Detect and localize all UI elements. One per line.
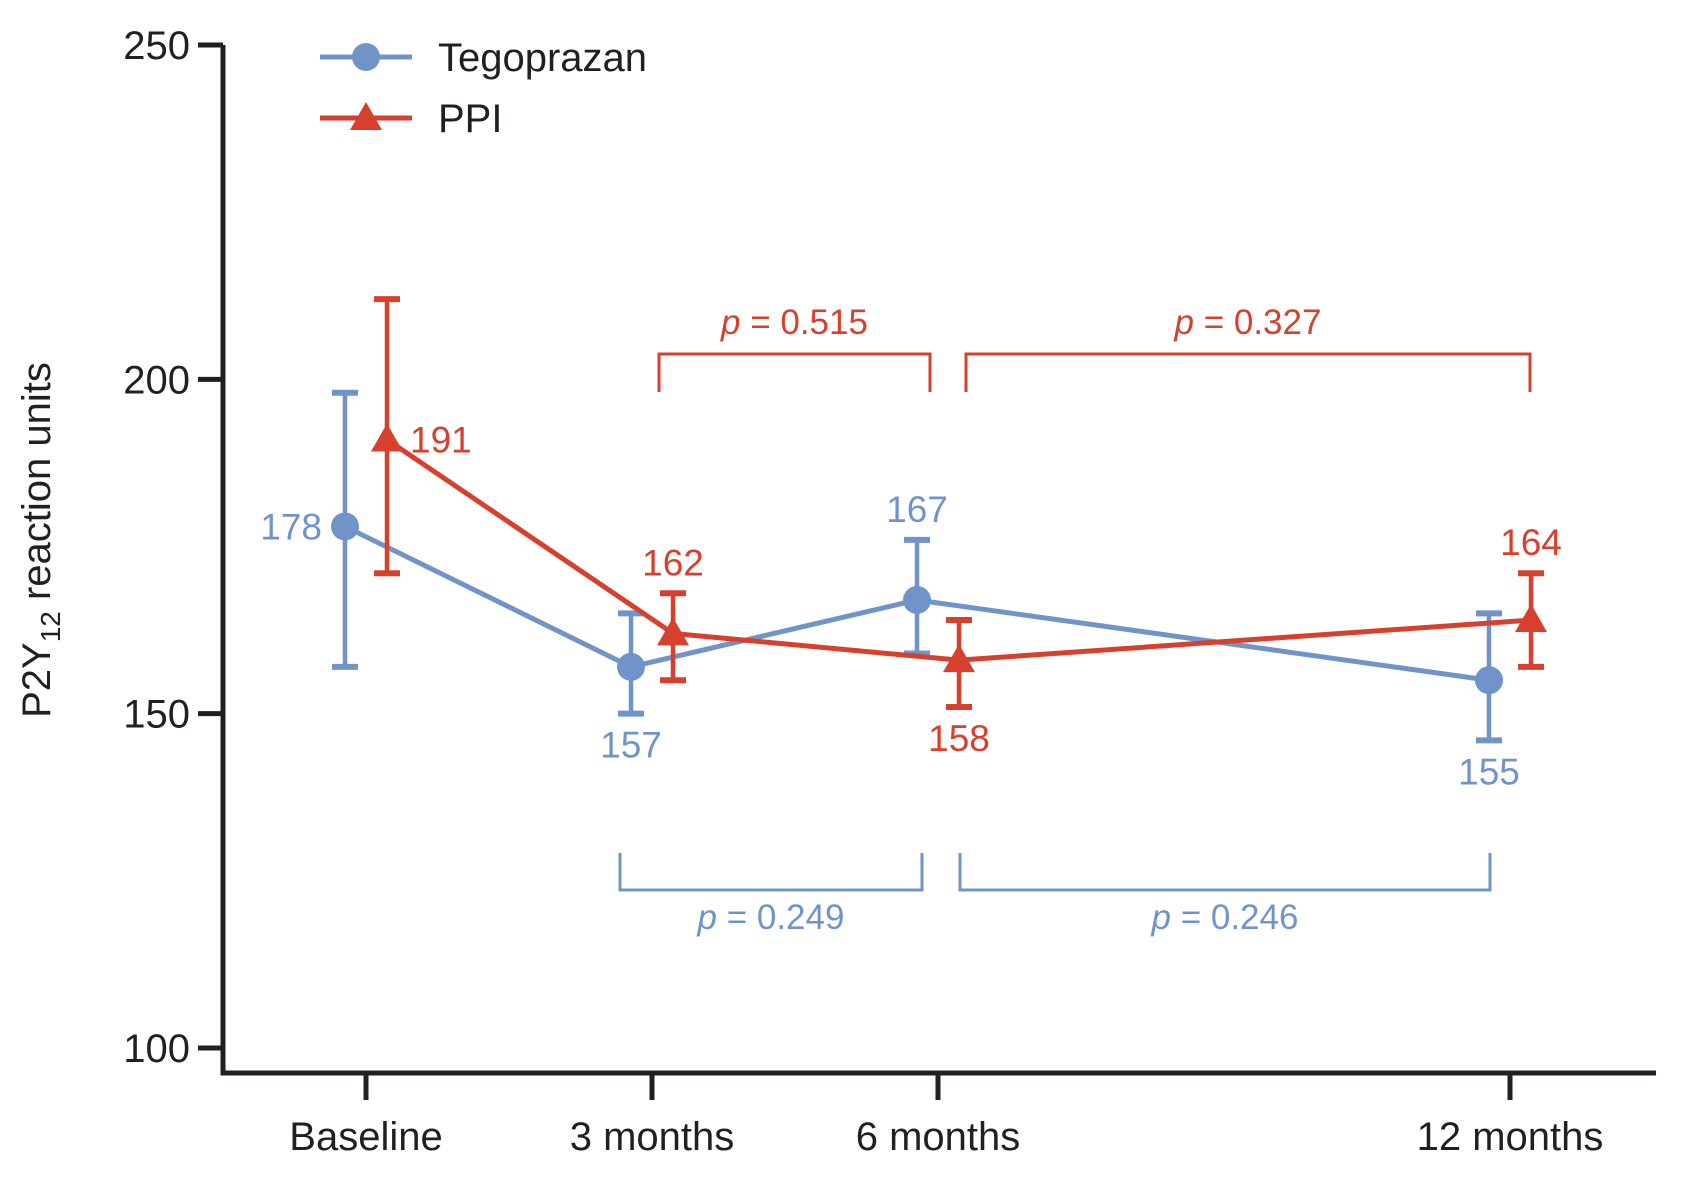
y-tick-label: 200 [123,358,190,402]
data-point-marker-triangle [371,423,403,452]
data-point-label: 191 [410,420,472,461]
data-point-label: 157 [600,725,662,766]
legend-circle-marker-icon [352,43,380,71]
data-point-marker-triangle [943,644,975,673]
bracket [618,853,924,892]
p-value-label: p = 0.249 [697,898,845,937]
legend: Tegoprazan PPI [320,36,647,141]
data-point-marker-circle [617,652,645,681]
data-point-label: 158 [928,718,990,759]
series-line [385,437,1532,663]
legend-label-tegoprazan: Tegoprazan [438,36,647,80]
series-ppi: 191 162 158 164 [371,296,1562,759]
y-tick-label: 250 [123,24,190,68]
legend-triangle-marker-icon [350,102,382,130]
data-point-marker-triangle [657,617,689,646]
x-tick-label: 3 months [570,1115,735,1159]
bracket [958,853,1492,892]
data-point-label: 167 [886,489,948,530]
bracket [657,352,932,392]
data-point-label: 164 [1500,522,1562,563]
data-series: 178 157 167 155 191 162 158 164 [260,296,1562,792]
x-tick-label: 12 months [1417,1115,1604,1159]
axes: 250 200 150 100 Baseline 3 months 6 months 12 m… [15,24,1656,1159]
data-point-marker-circle [331,512,359,541]
x-tick-label: 6 months [856,1115,1021,1159]
x-tick-label: Baseline [289,1115,442,1159]
data-point-marker-circle [903,585,931,614]
data-point-marker-circle [1475,666,1503,695]
legend-label-ppi: PPI [438,97,502,141]
series-line [343,524,1490,683]
data-point-label: 178 [260,506,322,547]
p-value-label: p = 0.246 [1151,898,1299,937]
data-point-marker-triangle [1515,604,1547,633]
series-tegoprazan: 178 157 167 155 [260,389,1520,792]
p-value-label: p = 0.515 [720,303,868,342]
y-tick-label: 150 [123,693,190,737]
y-tick-label: 100 [123,1027,190,1071]
comparison-brackets: p = 0.515 p = 0.327 p = 0.249 p = 0.246 [618,303,1532,937]
p-value-label: p = 0.327 [1174,303,1322,342]
bracket [964,352,1532,392]
y-axis-title: P2Y12 reaction units [15,362,66,718]
axis-frame [220,45,1656,1076]
data-point-label: 155 [1458,751,1520,792]
data-point-label: 162 [642,542,704,583]
